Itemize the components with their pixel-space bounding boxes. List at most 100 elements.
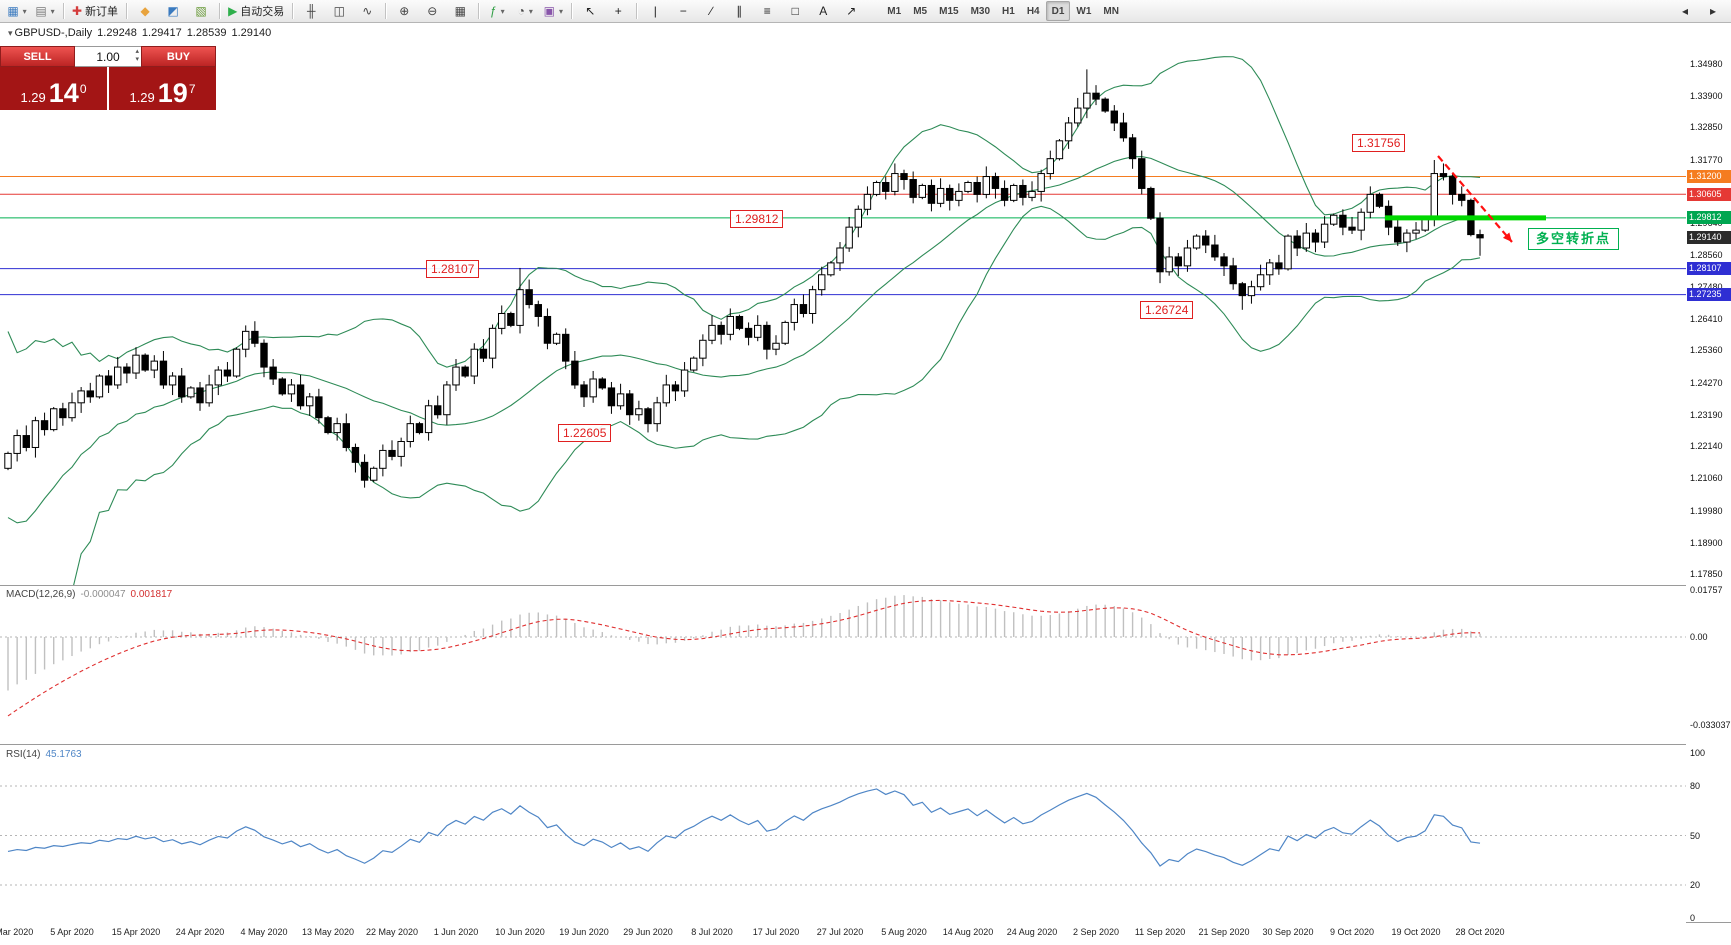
date-label: 19 Jun 2020 [559,927,609,937]
macd-signal-value: 0.001817 [130,589,173,600]
candle-body [690,357,698,371]
line-chart-button[interactable]: ∿ [353,1,381,21]
candle-body [1165,256,1173,273]
vertical-line-button[interactable]: | [641,1,669,21]
bid-big-digits: 14 [48,78,79,108]
sell-button[interactable]: SELL [0,46,75,67]
price-callout-1.29812[interactable]: 1.29812 [730,210,784,228]
chart-text-annotation[interactable]: 多空转折点 [1528,228,1620,250]
cursor-button[interactable]: ↖ [576,1,604,21]
timeframe-mn-button[interactable]: MN [1103,5,1119,17]
timeframe-d1-button[interactable]: D1 [1045,1,1071,21]
bar-chart-button[interactable]: ╫ [297,1,325,21]
text-button[interactable]: A [809,1,837,21]
auto-trading-button[interactable]: ▶ 自动交易 [224,1,288,21]
timeframe-m30-button[interactable]: M30 [970,5,991,17]
crosshair-button[interactable]: + [604,1,632,21]
timeframe-m5-button[interactable]: M5 [913,5,928,17]
price-axis-label: 1.25360 [1690,345,1723,356]
candle-body [534,304,542,317]
timeframe-m15-button[interactable]: M15 [939,5,959,17]
indicators-button[interactable]: ƒ ▾ [483,1,511,21]
trendline-button[interactable]: ∕ [697,1,725,21]
crosshair-button-icon: + [614,4,622,18]
candle-body [479,348,488,359]
candle-body [150,360,158,371]
candle-body [626,393,634,416]
chart-profiles-button-caret-icon: ▾ [50,6,55,16]
candle-body [653,402,661,425]
channel-button[interactable]: ∥ [725,1,753,21]
candle-body [68,402,76,419]
buy-button[interactable]: BUY [141,46,216,67]
horizontal-line-button[interactable]: − [669,1,697,21]
tile-windows-button[interactable]: ▦ [446,1,474,21]
candle-body [379,449,387,469]
terminal-window-button-icon: ▧ [195,4,207,18]
candle-body [296,384,305,407]
candle-body [397,441,405,457]
new-order-button[interactable]: ✚ 新订单 [68,1,122,21]
timeframe-h4-button[interactable]: H4 [1026,5,1040,17]
candle-body [772,342,780,350]
candle-body [77,390,85,404]
time-axis[interactable]: 26 Mar 2020 5 Apr 2020 15 Apr 2020 24 Apr 2… [0,922,1686,945]
candlestick-chart-button[interactable]: ◫ [325,1,353,21]
volume-up-icon[interactable]: ▴ [135,48,139,55]
candle-body [909,179,917,198]
candle-body [1202,235,1210,246]
price-axis-label: 1.18900 [1690,537,1723,548]
chart-menu-icon[interactable]: ▾ [8,28,13,38]
trend-arrow-line[interactable] [1437,155,1513,243]
timeframe-h1-button[interactable]: H1 [1002,5,1015,17]
timeframe-m1-button[interactable]: M1 [887,5,902,17]
templates-button[interactable]: ▣ ▾ [539,1,567,21]
indicators-button-icon: ƒ [489,4,497,18]
date-label: 9 Oct 2020 [1330,927,1375,937]
volume-input[interactable]: 1.00 ▴ ▾ [75,46,141,67]
price-callout-1.26724[interactable]: 1.26724 [1140,301,1194,319]
volume-down-icon[interactable]: ▾ [135,56,139,63]
zoom-in-button[interactable]: ⊕ [390,1,418,21]
fibonacci-button[interactable]: ≡ [753,1,781,21]
toolbar-scroll-left-button[interactable]: ◂ [1671,1,1699,21]
buy-price-button[interactable]: 1.29 19 7 [109,67,216,110]
price-callout-1.28107[interactable]: 1.28107 [426,260,480,278]
periods-button[interactable]: ◔ ▾ [511,1,539,21]
price-callout-1.22605[interactable]: 1.22605 [558,424,612,442]
candle-body [1055,140,1064,160]
timeframe-w1-button[interactable]: W1 [1076,5,1092,17]
tile-windows-button-icon: ▦ [454,4,466,18]
candle-body [571,360,579,386]
candle-body [790,304,798,323]
candle-body [744,327,753,338]
fibonacci-button-icon: ≡ [763,4,771,18]
shapes-button[interactable]: □ [781,1,809,21]
price-callout-1.31756[interactable]: 1.31756 [1352,134,1406,152]
candle-body [1183,247,1192,267]
channel-button-icon: ∥ [736,4,743,18]
sell-price-button[interactable]: 1.29 14 0 [0,67,107,110]
candle-body [1458,193,1466,201]
candle-body [882,181,890,192]
new-chart-button[interactable]: ▦ ▾ [3,1,31,21]
market-watch-button[interactable]: ◩ [159,1,187,21]
macd-header: MACD(12,26,9) -0.000047 0.001817 [6,589,172,600]
candle-body [141,354,149,371]
bid-pip-digit: 0 [79,82,87,96]
zoom-out-button[interactable]: ⊖ [418,1,446,21]
candle-body [123,366,131,374]
mql-editor-button[interactable]: ◆ [131,1,159,21]
price-axis[interactable]: 1.349801.339001.328501.317701.306901.296… [1686,22,1731,923]
chart-profiles-button[interactable]: ▤ ▾ [31,1,59,21]
candle-body [1439,173,1448,178]
rsi-line [7,788,1481,867]
rsi-axis-label: 100 [1690,748,1706,758]
arrows-button[interactable]: ↗ [837,1,865,21]
terminal-window-button[interactable]: ▧ [187,1,215,21]
candle-body [1220,256,1228,267]
toolbar-scroll-right-button-icon: ▸ [1709,4,1717,18]
text-button-icon: A [819,4,828,18]
toolbar-scroll-right-button[interactable]: ▸ [1699,1,1727,21]
